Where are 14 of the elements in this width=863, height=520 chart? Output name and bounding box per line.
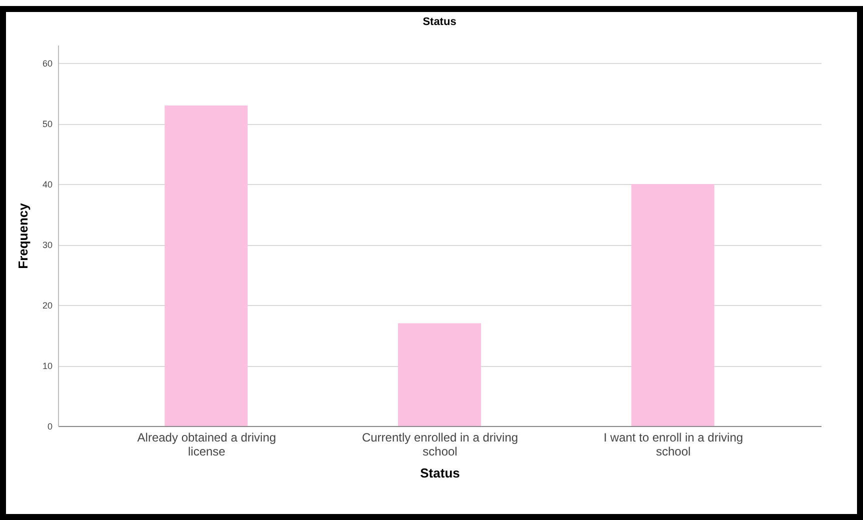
y-tick-label: 10 [42, 361, 52, 372]
chart-title: Status [422, 16, 456, 28]
y-tick-label: 0 [47, 422, 52, 432]
x-tick-label: Already obtained a driving license [137, 430, 276, 458]
y-tick-label: 60 [42, 58, 52, 69]
x-tick-label: I want to enroll in a driving school [604, 430, 744, 458]
y-tick-label: 20 [42, 300, 52, 311]
frame-border: Already obtained a driving license Currently enrolled in a driving school I want to enroll in a driving school Status 0 10 20 30 40 50 60 Frequency Status [0, 6, 863, 520]
x-axis-title: Status [420, 466, 460, 480]
y-tick-label: 40 [42, 180, 52, 190]
y-axis-title: Frequency [15, 202, 30, 269]
y-tick-label: 30 [42, 240, 52, 250]
x-tick-label: Currently enrolled in a driving school [362, 430, 518, 458]
y-tick-label: 50 [42, 119, 52, 130]
